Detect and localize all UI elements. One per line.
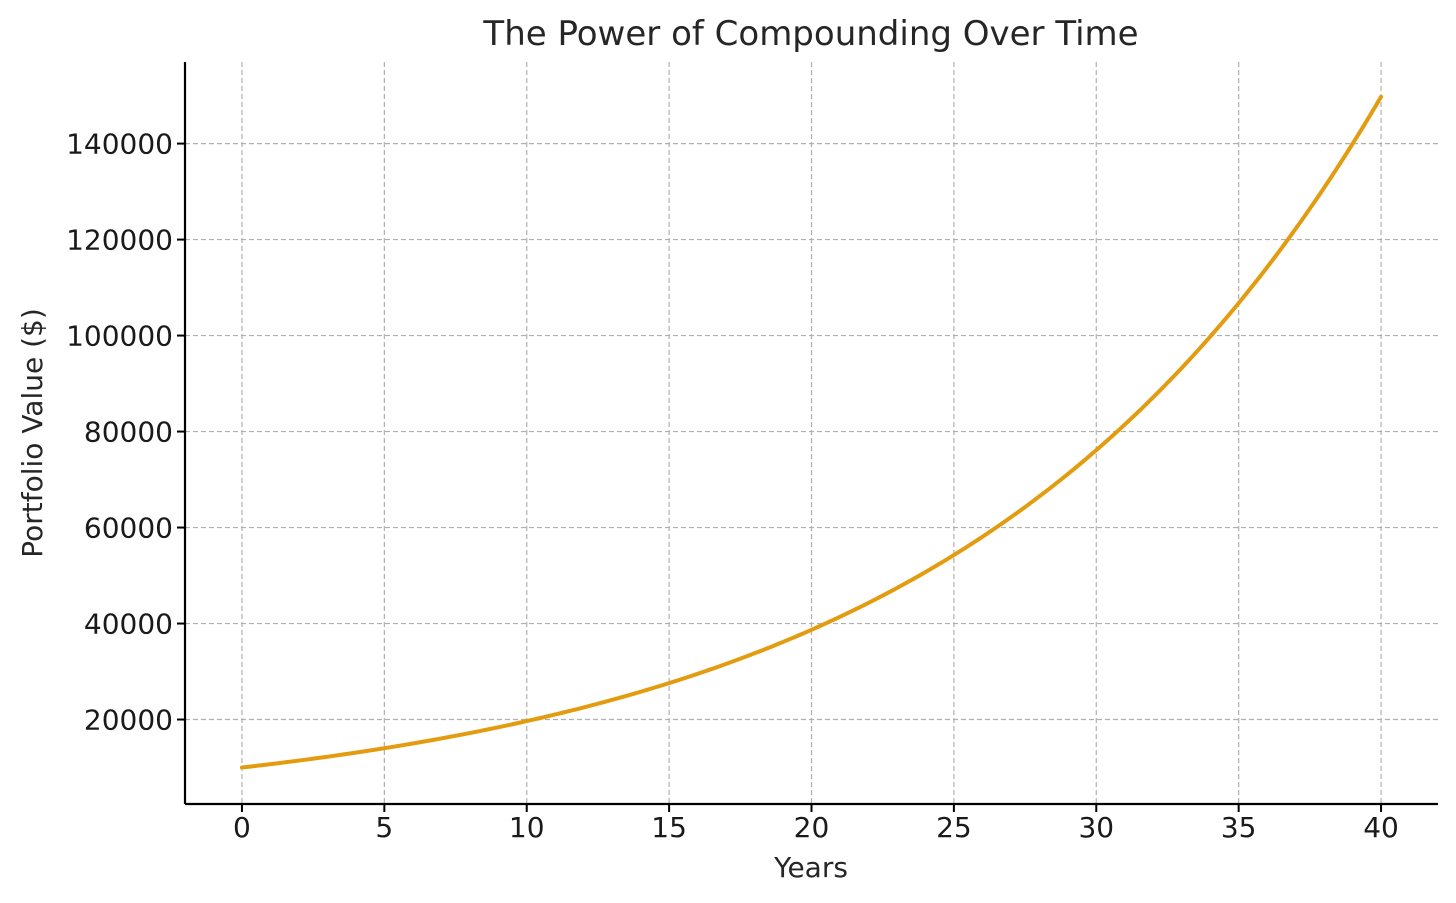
y-tick-label: 80000 bbox=[84, 416, 173, 449]
y-axis-label: Portfolio Value ($) bbox=[16, 308, 49, 558]
series-line bbox=[239, 94, 1384, 770]
y-tick-label: 140000 bbox=[66, 128, 173, 161]
y-axis-ticks: 20000 40000 60000 80000 100000 120000 140000 bbox=[66, 128, 185, 737]
y-tick-label: 60000 bbox=[84, 512, 173, 545]
chart-title: The Power of Compounding Over Time bbox=[482, 14, 1138, 54]
x-tick-label: 15 bbox=[651, 811, 687, 844]
x-axis-label: Years bbox=[773, 851, 848, 884]
y-tick-label: 40000 bbox=[84, 608, 173, 641]
x-tick-label: 25 bbox=[936, 811, 972, 844]
x-tick-label: 30 bbox=[1078, 811, 1114, 844]
y-tick-label: 120000 bbox=[66, 224, 173, 257]
x-axis-ticks: 0 5 10 15 20 25 30 35 40 bbox=[233, 804, 1399, 844]
x-tick-label: 0 bbox=[233, 811, 251, 844]
y-tick-label: 20000 bbox=[84, 704, 173, 737]
y-tick-label: 100000 bbox=[66, 320, 173, 353]
x-tick-label: 35 bbox=[1221, 811, 1257, 844]
x-tick-label: 10 bbox=[509, 811, 545, 844]
x-tick-label: 20 bbox=[794, 811, 830, 844]
x-tick-label: 40 bbox=[1363, 811, 1399, 844]
series-layer bbox=[239, 94, 1384, 770]
grid bbox=[185, 62, 1438, 804]
x-tick-label: 5 bbox=[375, 811, 393, 844]
